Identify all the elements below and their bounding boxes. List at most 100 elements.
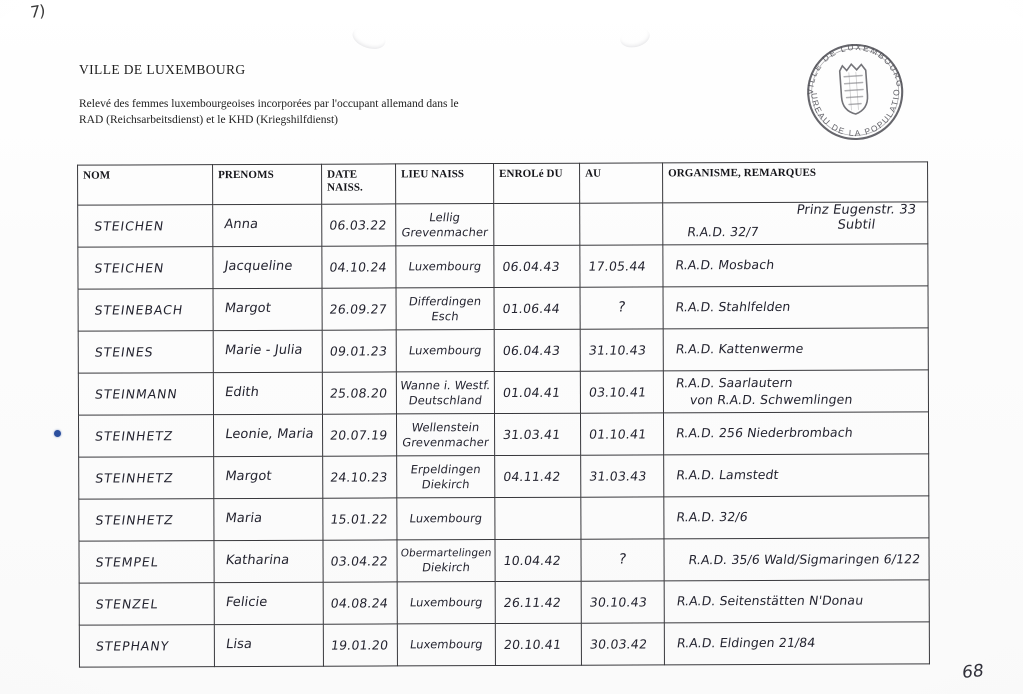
value-enrole-du: 31.03.41 [502,426,562,442]
cell-nom: STENZEL [79,582,215,626]
value-date-naiss: 19.01.20 [329,636,390,653]
value-lieu-naiss-line-2: Diekirch [421,560,471,575]
cell-nom: STEINMANN [78,372,214,416]
value-organisme: R.A.D. 256 Niederbrombach [675,425,854,441]
value-lieu-naiss-line-1: Luxembourg [408,511,484,526]
cell-lieu-naiss: Luxembourg [396,329,495,372]
page-folio-number: 68 [961,660,985,684]
margin-marker-dot [54,430,61,437]
value-date-naiss: 25.08.20 [328,384,389,401]
value-enrole-du: 01.06.44 [501,300,561,316]
cell-lieu-naiss: Erpeldingen Diekirch [396,455,495,498]
value-organisme-line-2: von R.A.D. Schwemlingen [689,391,854,407]
organisme-note-line-2: Subtil [836,217,877,233]
cell-enrole-du: 20.10.41 [495,623,582,666]
cell-au: 30.10.43 [581,580,665,624]
value-prenoms: Anna [223,217,260,233]
organisme-content: R.A.D. 32/7 Prinz Eugenstr. 33 Subtil [663,202,927,244]
value-lieu-naiss-line-2: Esch [430,308,460,323]
cell-organisme: R.A.D. Eldingen 21/84 [664,621,930,665]
scan-smudge-left [350,23,389,53]
value-organisme: R.A.D. 35/6 Wald/Sigmaringen 6/122 [687,550,922,567]
cell-date-naiss: 06.03.22 [321,203,396,247]
cell-enrole-du: 01.04.41 [494,371,581,414]
cell-nom: STEICHEN [77,204,213,248]
letterhead: VILLE DE LUXEMBOURG Relevé des femmes lu… [79,62,599,129]
cell-au [580,496,664,540]
cell-prenoms: Marie - Julia [213,330,323,373]
value-enrole-du: 06.04.43 [501,258,561,274]
cell-lieu-naiss: Lellig Grevenmacher [395,203,494,246]
column-header-nom: NOM [77,164,213,206]
cell-au [579,202,663,246]
value-prenoms: Leonie, Maria [224,426,315,443]
table-row: STEINEBACH Margot 26.09.27 Differdingen … [78,285,929,332]
value-lieu-naiss-line-1: Lellig [428,210,462,225]
cell-prenoms: Anna [212,204,322,247]
value-prenoms: Lisa [224,637,254,653]
cell-enrole-du: 31.03.41 [494,413,581,456]
value-lieu-naiss-line-1: Wellenstein [410,420,481,435]
value-au: ? [617,551,628,568]
document-subtitle: Relevé des femmes luxembourgeoises incor… [79,96,599,129]
value-prenoms: Katharina [224,553,291,569]
cell-enrole-du: 01.06.44 [494,287,581,330]
table-row: STEMPEL Katharina 03.04.22 Obermarteling… [78,537,930,584]
value-date-naiss: 09.01.23 [328,342,389,359]
value-prenoms: Felicie [224,595,269,611]
value-au: 31.03.43 [588,467,648,484]
value-prenoms: Marie - Julia [223,342,304,359]
cell-date-naiss: 26.09.27 [322,287,397,331]
value-prenoms: Jacqueline [223,259,294,275]
cell-lieu-naiss: Wellenstein Grevenmacher [396,413,495,456]
value-date-naiss: 24.10.23 [329,468,389,485]
table-row: STEINHETZ Leonie, Maria 20.07.19 Wellens… [78,411,929,458]
value-organisme: R.A.D. Lamstedt [675,467,780,483]
cell-enrole-du: 26.11.42 [495,581,582,624]
value-au: 01.10.41 [588,425,648,442]
cell-au: 31.10.43 [580,328,664,372]
cell-date-naiss: 20.07.19 [322,413,397,457]
value-date-naiss: 20.07.19 [329,426,389,443]
value-organisme: R.A.D. Seitenstätten N'Donau [675,592,865,609]
value-date-naiss: 15.01.22 [329,510,389,527]
cell-enrole-du: 04.11.42 [494,455,581,498]
cell-date-naiss: 09.01.23 [322,329,397,373]
cell-date-naiss: 25.08.20 [322,371,397,415]
table-row: STEINMANN Edith 25.08.20 Wanne i. Westf.… [78,369,929,416]
value-nom: STEINHETZ [94,511,175,528]
document-subtitle-line-1: Relevé des femmes luxembourgeoises incor… [79,98,459,110]
value-lieu-naiss-line-1: Erpeldingen [409,462,482,477]
value-nom: STEINES [93,343,155,360]
cell-enrole-du: 06.04.43 [493,245,581,288]
value-au: 17.05.44 [587,257,647,274]
cell-lieu-naiss: Luxembourg [396,497,495,540]
cell-nom: STEPHANY [79,624,215,668]
cell-organisme: R.A.D. Mosbach [662,243,929,287]
cell-nom: STEINEBACH [78,288,214,332]
organisme-note-line-1: Prinz Eugenstr. 33 [795,202,918,218]
value-organisme: R.A.D. Eldingen 21/84 [675,635,817,651]
cell-date-naiss: 04.08.24 [323,581,398,625]
cell-organisme: R.A.D. Saarlautern von R.A.D. Schwemling… [663,369,929,413]
cell-au: 31.03.43 [580,454,664,498]
official-stamp: VILLE DE LUXEMBOURG BUREAU DE LA POPULAT… [793,30,916,148]
column-header-au: AU [579,162,663,204]
cell-enrole-du: 06.04.43 [494,329,581,372]
value-organisme: R.A.D. Kattenwerme [674,341,805,357]
cell-organisme: R.A.D. 35/6 Wald/Sigmaringen 6/122 [663,537,930,581]
cell-organisme: R.A.D. Kattenwerme [663,327,929,371]
cell-organisme: R.A.D. 32/6 [663,495,929,539]
value-organisme: R.A.D. Mosbach [674,257,776,273]
value-organisme: R.A.D. 32/7 [686,223,760,240]
value-lieu-naiss-line-2: Grevenmacher [401,434,490,449]
table-row: STEINES Marie - Julia 09.01.23 Luxembour… [78,327,929,374]
value-nom: STEICHEN [93,259,166,276]
cell-prenoms: Margot [213,288,323,331]
organisation-title: VILLE DE LUXEMBOURG [79,62,246,77]
cell-nom: STEINHETZ [78,498,214,542]
cell-organisme: R.A.D. Lamstedt [663,453,929,497]
cell-organisme: R.A.D. 256 Niederbrombach [663,411,929,455]
cell-organisme: R.A.D. 32/7 Prinz Eugenstr. 33 Subtil [662,201,928,245]
value-lieu-naiss-line-1: Wanne i. Westf. [399,378,492,393]
